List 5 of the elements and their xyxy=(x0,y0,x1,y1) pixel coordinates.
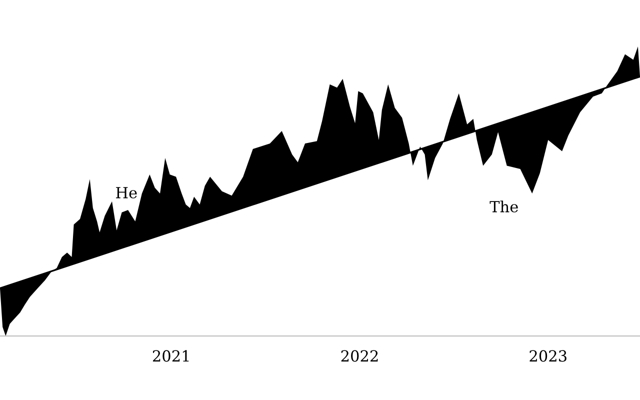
x-tick-label: 2021 xyxy=(152,350,189,362)
x-tick-label: 2023 xyxy=(530,350,566,362)
annotation: The xyxy=(490,200,518,212)
annotation: He xyxy=(116,187,137,198)
x-tick-label: 2022 xyxy=(341,350,378,362)
